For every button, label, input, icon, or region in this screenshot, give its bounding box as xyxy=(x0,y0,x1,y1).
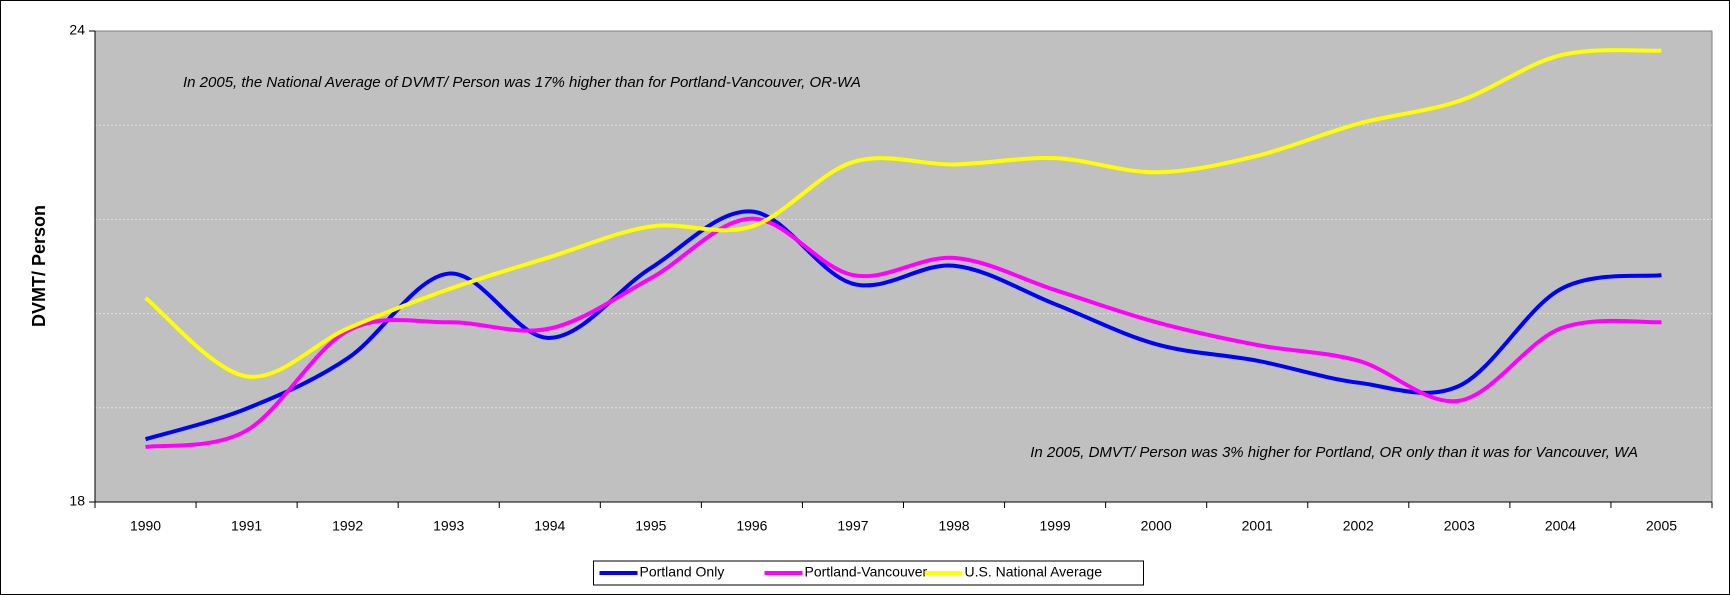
line-series xyxy=(144,48,1662,379)
x-tick-label: 2001 xyxy=(1242,518,1273,534)
annotation: In 2005, DMVT/ Person was 3% higher for … xyxy=(1030,444,1638,461)
x-tick-label: 1992 xyxy=(332,518,363,534)
x-tick-label: 2005 xyxy=(1646,518,1677,534)
y-tick-label: 18 xyxy=(69,493,85,509)
x-tick-label: 1999 xyxy=(1040,518,1071,534)
x-tick-label: 2000 xyxy=(1141,518,1172,534)
legend-label: Portland-Vancouver xyxy=(805,564,928,580)
y-axis-title: DVMT/ Person xyxy=(29,205,49,327)
x-tick-label: 1998 xyxy=(938,518,969,534)
x-tick-label: 1990 xyxy=(130,518,161,534)
x-tick-label: 2003 xyxy=(1444,518,1475,534)
legend-label: U.S. National Average xyxy=(965,564,1103,580)
annotation: In 2005, the National Average of DVMT/ P… xyxy=(183,74,861,91)
x-tick-label: 1997 xyxy=(837,518,868,534)
x-tick-label: 1991 xyxy=(231,518,262,534)
line-series xyxy=(144,209,1662,442)
legend-box xyxy=(593,560,1144,586)
x-tick-label: 1993 xyxy=(433,518,464,534)
x-tick-label: 1996 xyxy=(736,518,767,534)
legend-label: Portland Only xyxy=(640,564,725,580)
x-tick-label: 1994 xyxy=(534,518,565,534)
y-tick-label: 24 xyxy=(69,22,85,38)
x-tick-label: 2004 xyxy=(1545,518,1576,534)
x-tick-label: 2002 xyxy=(1343,518,1374,534)
x-tick-label: 1995 xyxy=(635,518,666,534)
line-series xyxy=(145,216,1662,450)
